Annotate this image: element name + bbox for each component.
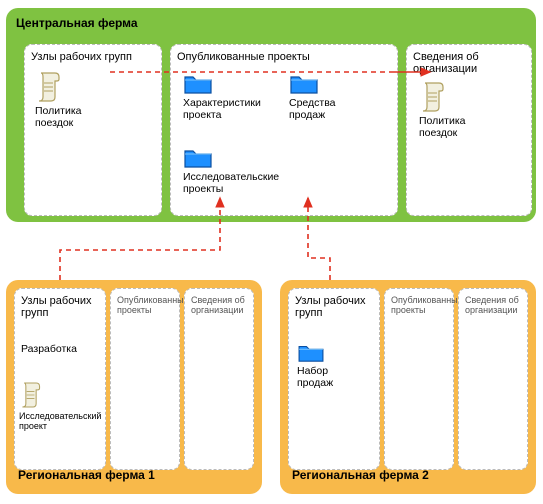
r2-panel-workgroups: Узлы рабочих групп Набор продаж: [288, 288, 380, 470]
r2-panel-org: Сведения об организации: [458, 288, 528, 470]
panel-title: Опубликованные проекты: [177, 51, 391, 63]
folder-icon: [289, 71, 319, 95]
item-label: Разработка: [21, 343, 91, 355]
panel-title: Сведения об организации: [465, 295, 521, 315]
item-label: Политика поездок: [35, 105, 105, 129]
panel-title: Узлы рабочих групп: [31, 51, 155, 63]
item-label: Средства продаж: [289, 97, 359, 121]
r2-panel-published: Опубликованные проекты: [384, 288, 454, 470]
item-label: Исследовательские проекты: [183, 171, 293, 195]
scroll-icon: [419, 81, 447, 113]
item-research-projects: Исследовательские проекты: [183, 145, 293, 195]
central-farm: Центральная ферма Узлы рабочих групп Пол…: [6, 8, 536, 222]
central-panel-workgroups: Узлы рабочих групп Политика поездок: [24, 44, 162, 216]
r1-panel-org: Сведения об организации: [184, 288, 254, 470]
scroll-icon: [19, 381, 43, 409]
panel-title: Узлы рабочих групп: [21, 295, 99, 319]
panel-title: Сведения об организации: [413, 51, 525, 75]
central-panel-published: Опубликованные проекты Характеристики пр…: [170, 44, 398, 216]
regional-farm-2-title: Региональная ферма 2: [292, 468, 429, 482]
folder-icon: [297, 341, 325, 363]
scroll-icon: [35, 71, 63, 103]
panel-title: Опубликованные проекты: [117, 295, 173, 315]
r1-panel-workgroups: Узлы рабочих групп Разработка Исследоват…: [14, 288, 106, 470]
item-development: Разработка: [21, 341, 91, 355]
item-travel-policy-org: Политика поездок: [419, 81, 489, 139]
item-label: Исследовательский проект: [19, 411, 103, 432]
item-label: Набор продаж: [297, 365, 367, 389]
central-farm-title: Центральная ферма: [16, 16, 528, 30]
item-research-project: Исследовательский проект: [19, 381, 103, 432]
item-sales-set: Набор продаж: [297, 341, 367, 389]
item-sales-tools: Средства продаж: [289, 71, 359, 121]
item-label: Политика поездок: [419, 115, 489, 139]
folder-icon: [183, 145, 213, 169]
item-project-specs: Характеристики проекта: [183, 71, 253, 121]
regional-farm-1-title: Региональная ферма 1: [18, 468, 155, 482]
panel-title: Узлы рабочих групп: [295, 295, 373, 319]
panel-title: Сведения об организации: [191, 295, 247, 315]
panel-title: Опубликованные проекты: [391, 295, 447, 315]
item-label: Характеристики проекта: [183, 97, 253, 121]
folder-icon: [183, 71, 213, 95]
central-panel-org: Сведения об организации Политика поездок: [406, 44, 532, 216]
item-travel-policy: Политика поездок: [35, 71, 105, 129]
r1-panel-published: Опубликованные проекты: [110, 288, 180, 470]
